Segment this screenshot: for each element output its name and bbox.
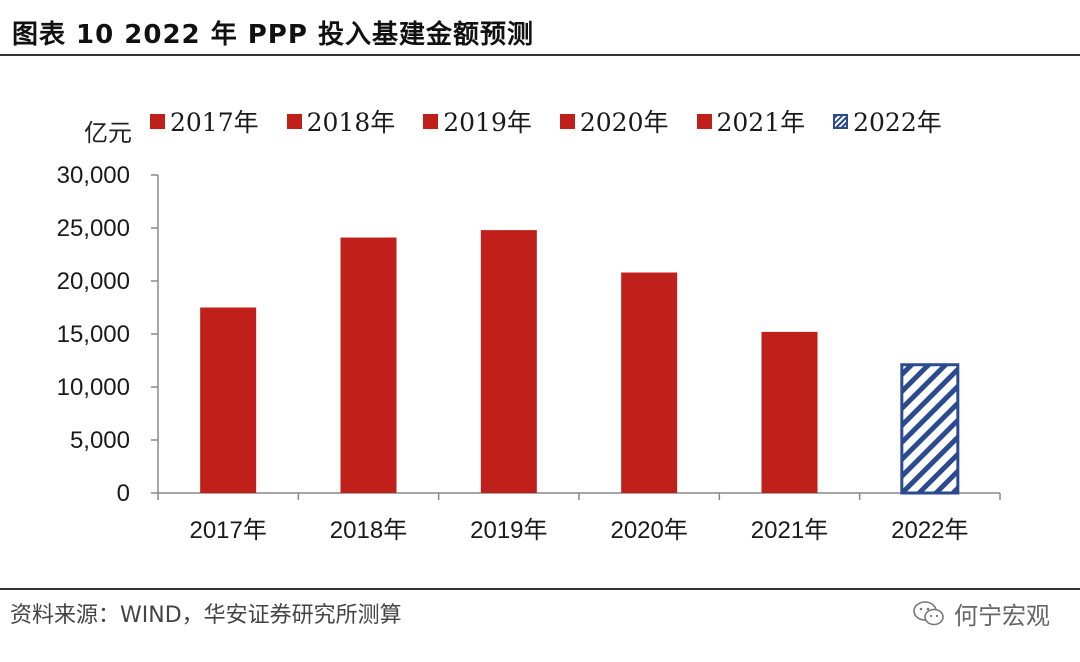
legend-item-2022: 2022年 <box>833 103 942 139</box>
watermark-text: 何宁宏观 <box>954 602 1050 630</box>
footer-divider <box>0 588 1080 590</box>
title-divider <box>0 54 1080 56</box>
bar-2017年 <box>200 307 257 493</box>
y-axis-unit-label: 亿元 <box>84 119 132 147</box>
figure-title: 图表 10 2022 年 PPP 投入基建金额预测 <box>12 20 534 50</box>
legend-label: 2021年 <box>716 108 806 137</box>
legend-label: 2020年 <box>579 108 669 137</box>
legend-swatch-forecast <box>833 113 849 129</box>
legend-swatch <box>150 113 165 129</box>
x-tick-label: 2017年 <box>189 517 266 544</box>
y-tick-label: 5,000 <box>70 427 130 454</box>
bar-2020年 <box>621 272 678 493</box>
legend-item-2021: 2021年 <box>696 103 806 139</box>
bar-2018年 <box>340 237 397 493</box>
x-tick-label: 2022年 <box>891 517 968 544</box>
y-tick-label: 0 <box>117 480 130 507</box>
legend-label: 2022年 <box>853 108 942 137</box>
y-tick-label: 25,000 <box>57 215 130 242</box>
x-tick-label: 2019年 <box>470 517 547 544</box>
bar-2021年 <box>761 331 818 493</box>
x-axis: 2017年 2018年 2019年 2020年 2021年 2022年 <box>157 492 1001 544</box>
legend-swatch <box>286 113 302 129</box>
legend-item-2017: 2017年 <box>150 103 259 139</box>
bar-2019年 <box>480 230 537 493</box>
legend-item-2018: 2018年 <box>286 103 396 139</box>
x-tick-label: 2018年 <box>330 517 407 544</box>
legend-label: 2019年 <box>443 108 532 137</box>
chart-legend: 2017年 2018年 2019年 2020年 2021年 2022年 <box>150 103 942 139</box>
wechat-icon <box>913 600 944 625</box>
legend-label: 2017年 <box>170 108 259 137</box>
y-tick-label: 20,000 <box>57 268 130 295</box>
legend-label: 2018年 <box>306 108 396 137</box>
watermark: 何宁宏观 <box>912 596 1050 631</box>
x-tick-label: 2020年 <box>610 517 687 544</box>
y-axis: 0 5,000 10,000 15,000 20,000 25,000 30,000 <box>57 162 159 507</box>
legend-item-2020: 2020年 <box>559 103 669 139</box>
y-tick-label: 30,000 <box>57 162 130 189</box>
legend-item-2019: 2019年 <box>423 103 532 139</box>
y-tick-label: 10,000 <box>57 374 130 401</box>
source-note: 资料来源：WIND，华安证券研究所测算 <box>10 603 402 628</box>
bar-forecast-2022年 <box>900 363 960 495</box>
x-tick-label: 2021年 <box>751 517 828 544</box>
legend-swatch <box>696 113 712 129</box>
bar-series <box>200 230 960 495</box>
legend-swatch <box>559 113 575 129</box>
y-tick-label: 15,000 <box>57 321 130 348</box>
legend-swatch <box>423 113 439 129</box>
